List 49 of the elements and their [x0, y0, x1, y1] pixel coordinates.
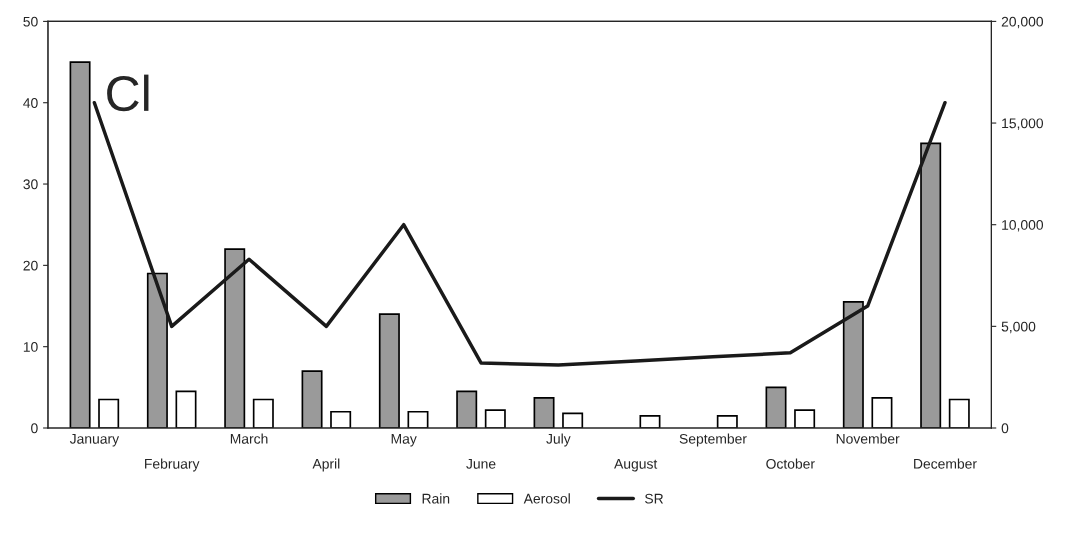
- bar: [252, 398, 274, 428]
- bar: [330, 410, 352, 428]
- bar: [920, 142, 942, 428]
- bar: [533, 397, 555, 428]
- x-tick-label: August: [614, 459, 658, 472]
- legend-label: SR: [645, 493, 664, 504]
- x-tick-label: February: [145, 458, 200, 472]
- y2-tick-label: 0: [1001, 423, 1009, 434]
- bar: [639, 414, 661, 428]
- y-tick-label: 0: [31, 423, 38, 434]
- bar: [716, 414, 738, 428]
- bar: [456, 390, 478, 428]
- y2-tick-label: 15,000: [1002, 118, 1044, 130]
- x-tick-label: September: [679, 433, 747, 447]
- bar: [407, 410, 429, 428]
- bar: [562, 412, 584, 428]
- legend-label: Rain: [422, 493, 450, 504]
- bar: [69, 61, 91, 428]
- y2-tick-label: 5,000: [1001, 321, 1036, 334]
- y-tick-label: 20: [23, 260, 38, 271]
- bar: [146, 272, 168, 428]
- y2-tick-label: 20,000: [1001, 16, 1044, 29]
- bar: [794, 409, 816, 428]
- annotation: Cl: [107, 74, 149, 112]
- bar: [378, 313, 400, 428]
- bar: [98, 398, 120, 428]
- bar: [948, 398, 970, 428]
- x-tick-label: April: [312, 458, 340, 472]
- bar: [224, 248, 246, 428]
- x-tick-label: January: [69, 434, 120, 447]
- y-tick-label: 40: [23, 98, 38, 108]
- x-tick-label: November: [836, 433, 900, 444]
- legend-label: Aerosol: [523, 493, 570, 504]
- x-tick-label: March: [230, 433, 268, 444]
- y-tick-label: 10: [23, 342, 38, 352]
- bar: [175, 390, 197, 428]
- x-tick-label: May: [391, 434, 417, 447]
- bar: [301, 370, 323, 428]
- y-tick-label: 30: [23, 179, 38, 190]
- y-tick-label: 50: [23, 16, 38, 27]
- bar: [765, 386, 787, 428]
- x-tick-label: December: [914, 458, 977, 469]
- x-tick-label: October: [766, 458, 815, 469]
- bar: [871, 397, 893, 428]
- y2-tick-label: 10,000: [1002, 220, 1044, 232]
- bar: [842, 301, 864, 428]
- x-tick-label: June: [466, 459, 496, 469]
- x-tick-label: July: [546, 433, 571, 447]
- bar: [484, 409, 506, 428]
